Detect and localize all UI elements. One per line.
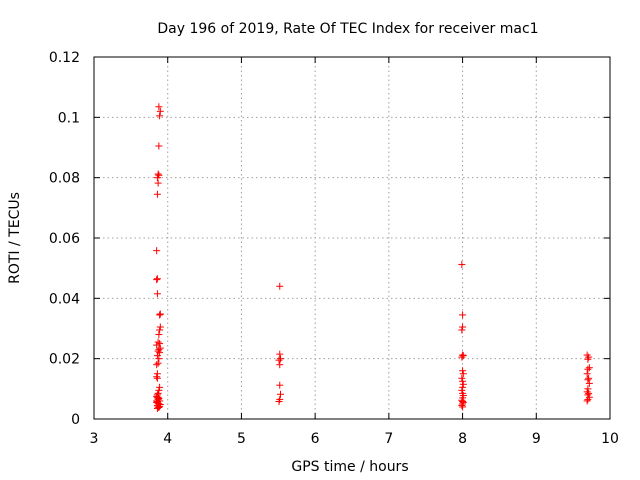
data-point — [153, 352, 161, 360]
data-point — [583, 370, 591, 378]
data-point — [153, 373, 161, 381]
data-point — [153, 374, 161, 382]
chart-title: Day 196 of 2019, Rate Of TEC Index for r… — [157, 21, 538, 37]
data-point — [156, 323, 164, 331]
y-tick-label: 0.06 — [49, 231, 80, 247]
data-point — [155, 355, 163, 363]
data-point — [156, 107, 164, 115]
data-point — [459, 380, 467, 388]
data-point — [459, 370, 467, 378]
data-point — [156, 311, 164, 319]
data-point — [153, 290, 161, 298]
data-point — [276, 381, 284, 389]
data-point — [153, 276, 161, 284]
data-point — [459, 367, 467, 375]
data-point — [275, 398, 283, 406]
data-point — [585, 389, 593, 397]
data-point — [584, 355, 592, 363]
data-point — [154, 179, 162, 187]
x-tick-label: 6 — [311, 431, 320, 447]
x-tick-label: 3 — [90, 431, 99, 447]
data-point — [459, 352, 467, 360]
plot-frame — [93, 56, 611, 420]
data-point — [584, 376, 592, 384]
data-point — [458, 386, 466, 394]
data-point — [276, 355, 284, 363]
data-point — [154, 347, 162, 355]
data-point — [153, 247, 161, 255]
y-tick-label: 0.08 — [49, 171, 80, 187]
data-point — [156, 326, 164, 334]
data-points — [153, 103, 593, 412]
y-tick-label: 0.12 — [49, 50, 80, 66]
y-tick-labels: 0 0.02 0.04 0.06 0.08 0.1 0.12 — [49, 50, 80, 428]
data-point — [584, 395, 592, 403]
data-point — [459, 323, 467, 331]
data-point — [153, 174, 161, 182]
data-point — [459, 377, 467, 385]
x-axis-label: GPS time / hours — [291, 459, 408, 475]
x-tick-label: 5 — [237, 431, 246, 447]
data-point — [585, 374, 593, 382]
x-tick-label: 10 — [601, 431, 619, 447]
data-point — [583, 397, 591, 405]
data-point — [276, 390, 284, 398]
data-point — [585, 379, 593, 387]
data-point — [585, 364, 593, 372]
data-point — [458, 326, 466, 334]
y-tick-label: 0.04 — [49, 291, 80, 307]
data-point — [154, 338, 162, 346]
data-point — [276, 282, 284, 290]
data-point — [155, 346, 163, 354]
data-point — [459, 311, 467, 319]
data-point — [275, 356, 283, 364]
data-point — [156, 310, 164, 318]
y-tick-label: 0.02 — [49, 352, 80, 368]
data-point — [584, 365, 592, 373]
data-point — [156, 340, 164, 348]
data-point — [156, 112, 164, 120]
x-tick-label: 8 — [458, 431, 467, 447]
data-point — [155, 386, 163, 394]
data-point — [153, 404, 161, 412]
data-point — [155, 142, 163, 150]
x-tick-label: 4 — [163, 431, 172, 447]
data-point — [584, 385, 592, 393]
y-axis-label: ROTI / TECUs — [7, 192, 23, 284]
data-point — [458, 374, 466, 382]
x-tick-labels: 3 4 5 6 7 8 9 10 — [90, 431, 619, 447]
data-point — [459, 383, 467, 391]
y-tick-label: 0.1 — [58, 110, 80, 126]
data-point — [459, 403, 467, 411]
y-tick-label: 0 — [71, 412, 80, 428]
data-point — [153, 275, 161, 283]
data-point — [154, 393, 162, 401]
data-point — [153, 361, 161, 369]
x-tick-label: 7 — [384, 431, 393, 447]
data-point — [458, 261, 466, 269]
data-point — [459, 398, 467, 406]
data-point — [153, 341, 161, 349]
data-point — [154, 359, 162, 367]
data-point — [153, 397, 161, 405]
grid-lines — [94, 57, 610, 419]
x-tick-label: 9 — [532, 431, 541, 447]
data-point — [156, 383, 164, 391]
data-point — [458, 353, 466, 361]
data-point — [153, 190, 161, 198]
data-point — [276, 361, 284, 369]
data-point — [154, 170, 162, 178]
data-point — [154, 403, 162, 411]
data-point — [155, 331, 163, 339]
data-point — [155, 404, 163, 412]
data-point — [276, 350, 284, 358]
data-point — [458, 401, 466, 409]
data-point — [583, 388, 591, 396]
data-point — [155, 103, 163, 111]
